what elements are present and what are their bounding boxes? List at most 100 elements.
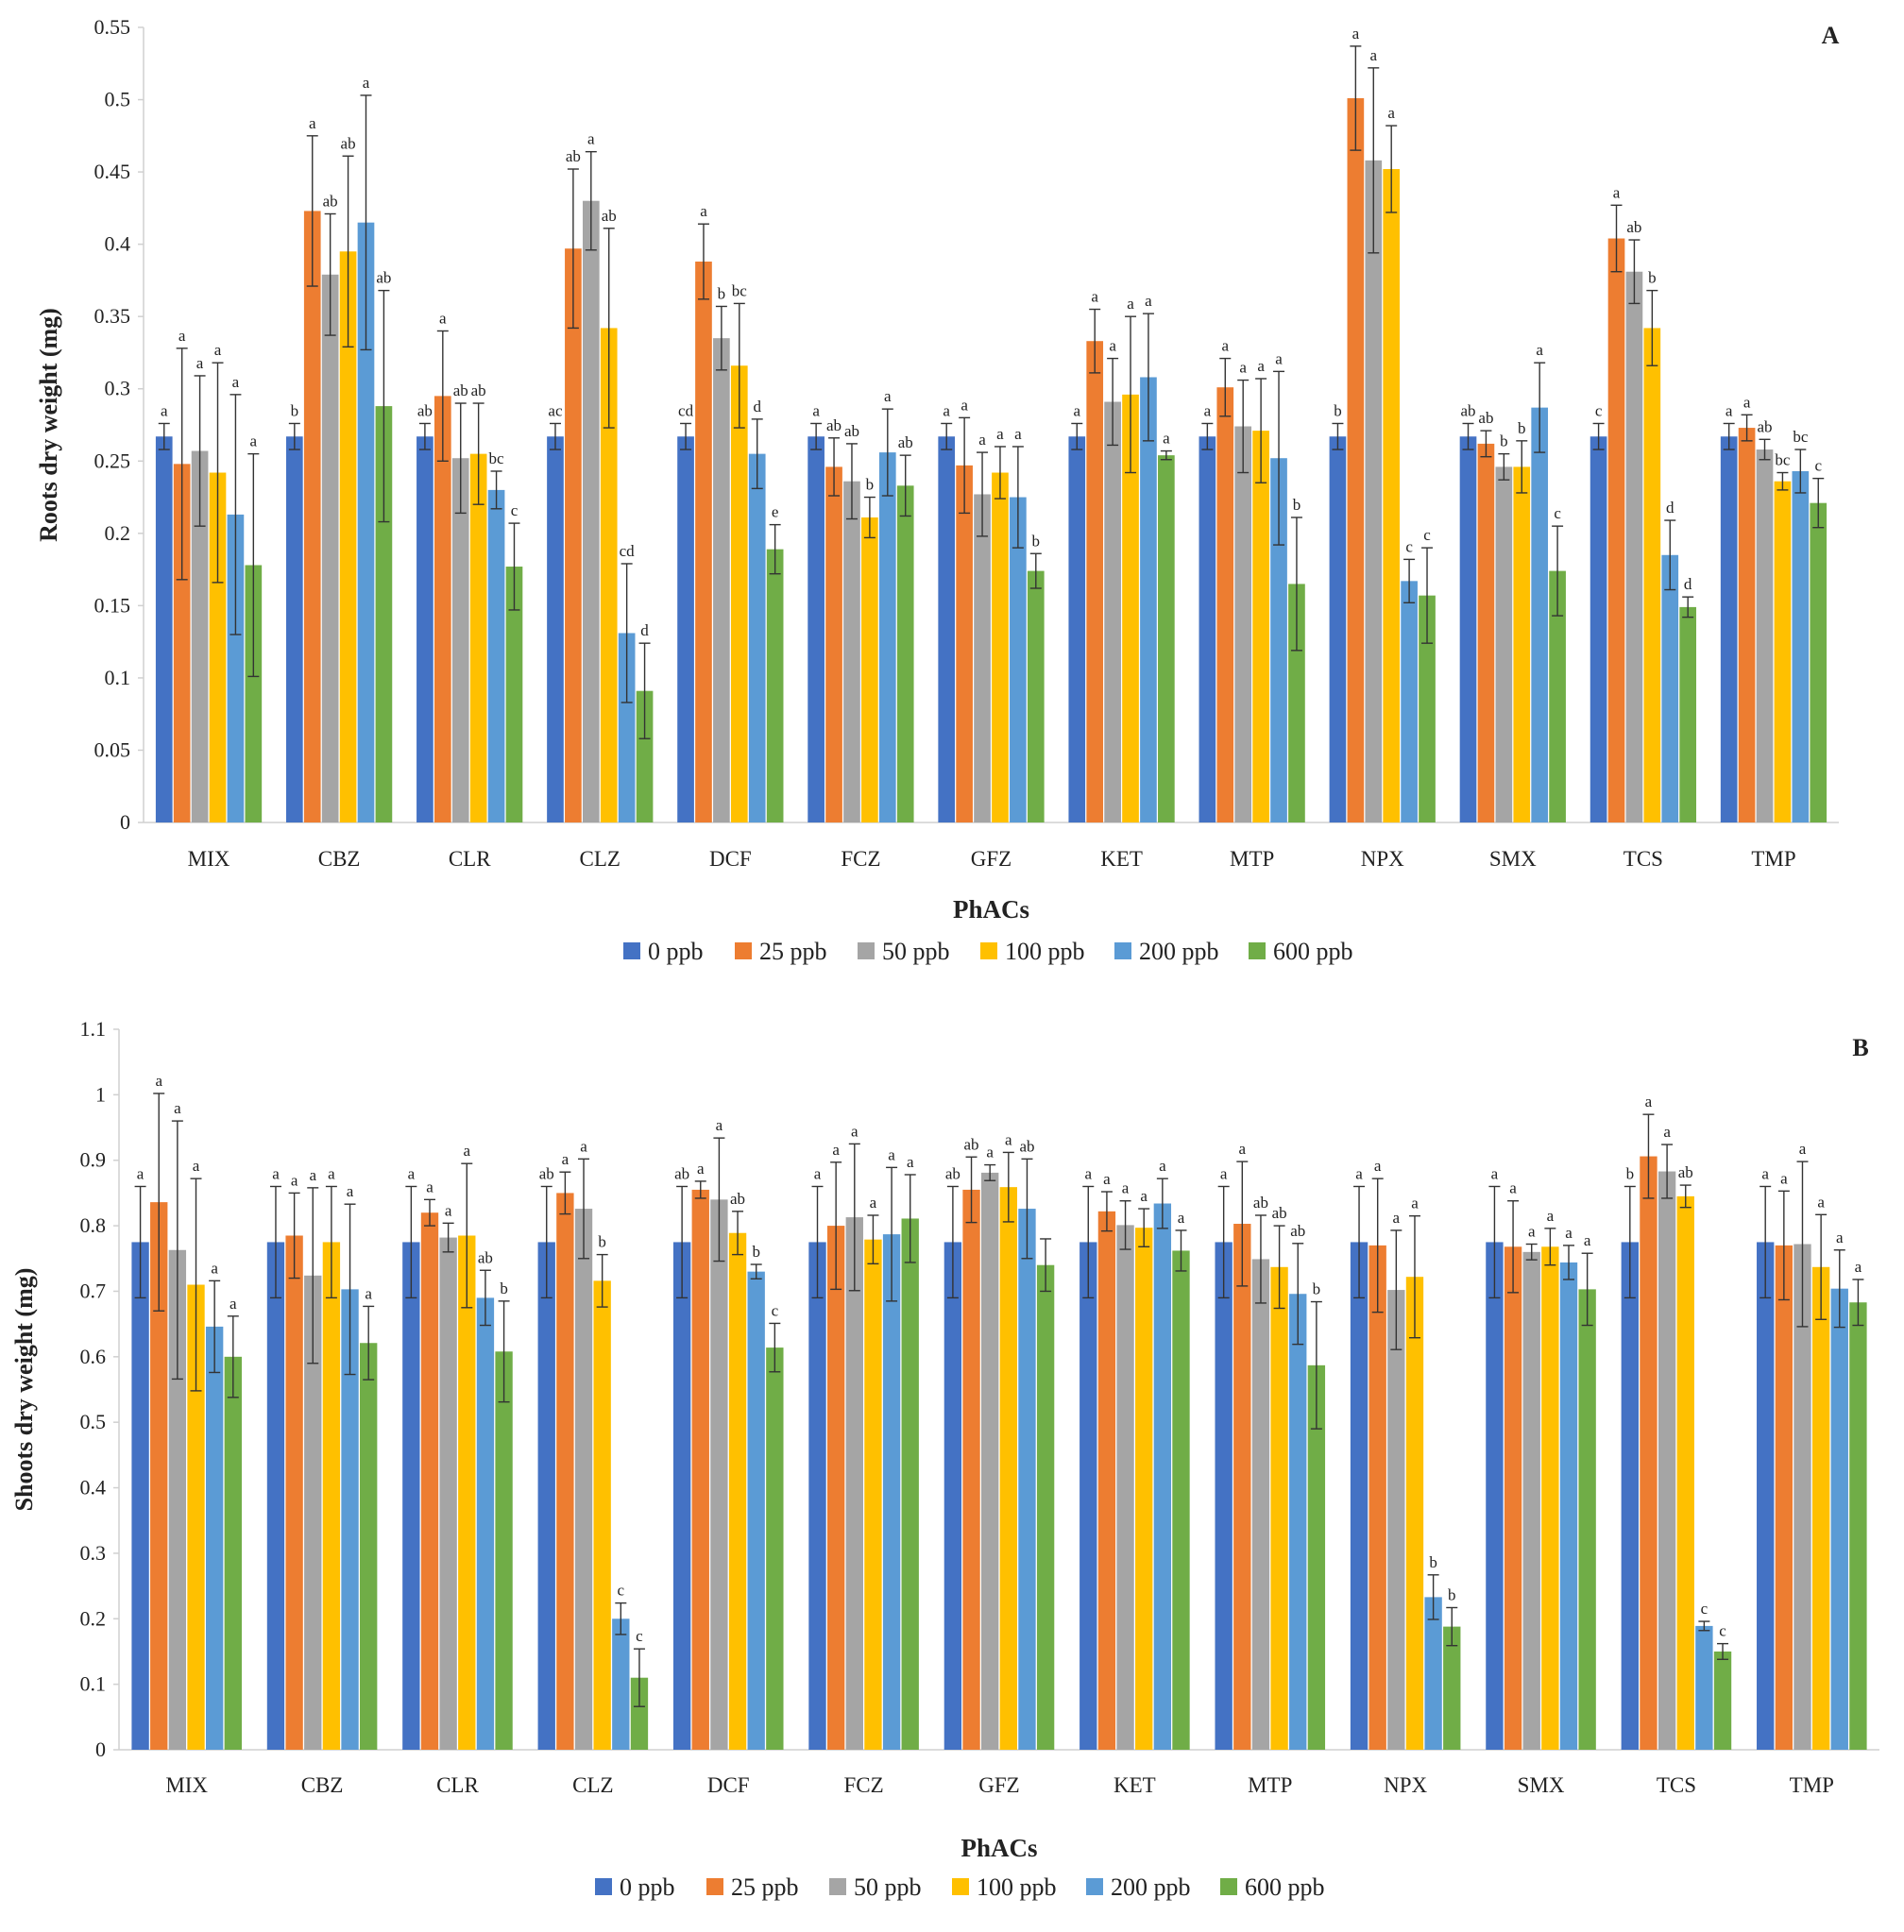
bar [1097, 1211, 1116, 1750]
significance-letter: a [137, 1164, 144, 1182]
bar [341, 1289, 359, 1750]
bar [748, 453, 766, 822]
bar [1792, 470, 1810, 822]
significance-letter: a [1127, 295, 1134, 313]
bar [747, 1271, 765, 1750]
legend-label: 600 ppb [1245, 1873, 1325, 1901]
significance-letter: b [1429, 1553, 1437, 1571]
significance-letter: bc [1793, 428, 1809, 446]
category-label: GFZ [971, 847, 1012, 871]
legend-swatch [858, 942, 875, 959]
bar [1270, 458, 1287, 822]
bar [1513, 466, 1531, 822]
significance-letter: c [511, 501, 518, 519]
bar [565, 248, 582, 822]
significance-letter: a [1613, 183, 1621, 201]
bar [593, 1280, 611, 1750]
bar [944, 1242, 962, 1750]
significance-letter: a [562, 1150, 570, 1168]
significance-letter: a [1122, 1179, 1130, 1197]
category-label: NPX [1384, 1773, 1427, 1797]
significance-letter: d [1684, 575, 1692, 593]
bar [1116, 1225, 1134, 1750]
bar [1531, 407, 1549, 822]
x-axis-title: PhACs [953, 895, 1029, 924]
significance-letter: a [1799, 1140, 1807, 1158]
significance-letter: a [1387, 104, 1395, 122]
bar [1775, 1245, 1794, 1750]
bar [131, 1242, 149, 1750]
bar [825, 466, 842, 822]
bar [1010, 497, 1027, 822]
bar [1104, 401, 1121, 822]
bar [1695, 1625, 1713, 1750]
significance-letter: a [1836, 1229, 1844, 1246]
significance-letter: a [832, 1141, 840, 1159]
significance-letter: ab [376, 269, 391, 287]
bar [1307, 1364, 1326, 1750]
bar [1027, 570, 1045, 822]
category-label: CBZ [318, 847, 361, 871]
significance-letter: a [1645, 1093, 1653, 1110]
legend-swatch [980, 942, 997, 959]
significance-letter: a [1536, 341, 1543, 359]
significance-letter: b [1626, 1164, 1635, 1182]
significance-letter: d [753, 398, 761, 415]
panel-label: B [1852, 1034, 1868, 1061]
significance-letter: a [1374, 1157, 1382, 1175]
bar [630, 1677, 649, 1750]
bar [1198, 436, 1216, 822]
bar [1387, 1290, 1405, 1750]
significance-letter: a [347, 1182, 354, 1200]
y-tick-label: 0.35 [94, 304, 131, 328]
bar [495, 1351, 513, 1750]
bar [1216, 387, 1234, 822]
significance-letter: a [1275, 349, 1283, 367]
bar [826, 1226, 845, 1750]
significance-letter: bc [489, 449, 505, 467]
bar [173, 464, 191, 822]
legend-label: 100 ppb [1005, 938, 1085, 965]
bar [1676, 1195, 1694, 1750]
bar [730, 365, 748, 822]
significance-letter: a [1220, 1164, 1228, 1182]
bar [1607, 238, 1625, 823]
chart-panel-a: 0 0.05 0.1 0.15 0.2 0.25 0.3 0.35 0.4 0.45 0.5 0.55… [35, 15, 1840, 965]
legend-label: 25 ppb [759, 938, 827, 965]
bar [1559, 1262, 1578, 1750]
bar [1347, 98, 1365, 823]
bar [1658, 1171, 1676, 1750]
significance-letter: ac [548, 401, 563, 419]
significance-letter: a [1085, 1164, 1093, 1182]
significance-letter: a [960, 396, 968, 414]
bar [360, 1343, 378, 1750]
category-label: MTP [1248, 1773, 1292, 1797]
significance-letter: a [1726, 401, 1733, 419]
bar [1158, 455, 1175, 822]
bar [1443, 1626, 1461, 1750]
legend-swatch [623, 942, 640, 959]
bar [1541, 1246, 1559, 1750]
significance-letter: a [870, 1194, 877, 1212]
bar [487, 489, 505, 822]
bar [845, 1217, 863, 1750]
y-tick-label: 0.1 [80, 1672, 107, 1696]
significance-letter: c [1814, 457, 1822, 475]
significance-letter: a [309, 114, 316, 132]
bar [974, 494, 991, 822]
category-label: CBZ [301, 1773, 344, 1797]
significance-letter: a [1528, 1223, 1536, 1241]
significance-letter: ab [844, 422, 859, 440]
bar [1578, 1289, 1596, 1750]
bar [505, 567, 523, 822]
bar [1621, 1242, 1639, 1750]
significance-letter: a [1074, 401, 1081, 419]
bar [1329, 436, 1347, 822]
significance-letter: a [716, 1116, 723, 1134]
significance-letter: a [439, 309, 447, 327]
significance-letter: ab [471, 381, 486, 399]
significance-letter: a [408, 1164, 416, 1182]
significance-letter: a [1239, 1140, 1247, 1158]
y-tick-label: 0.4 [80, 1476, 107, 1500]
significance-letter: a [1355, 1164, 1363, 1182]
